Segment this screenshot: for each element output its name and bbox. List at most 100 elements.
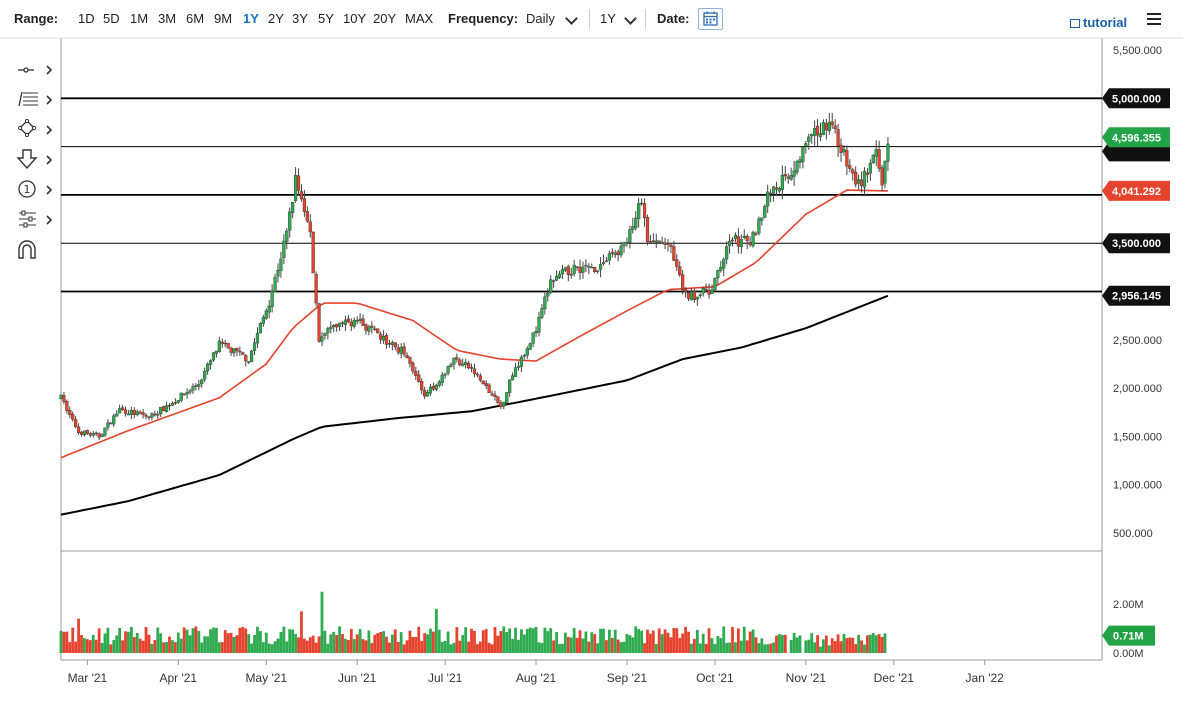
- candle: [250, 349, 254, 363]
- range-button-2y[interactable]: 2Y: [268, 11, 284, 26]
- volume-bar: [634, 626, 638, 653]
- crosshair-tool-icon[interactable]: [14, 58, 58, 82]
- candle-body: [557, 273, 562, 278]
- volume-bar: [581, 638, 585, 653]
- volume-bar: [141, 640, 145, 653]
- candle-body: [167, 405, 172, 407]
- candle: [106, 419, 110, 431]
- volume-bar: [176, 632, 180, 653]
- range-button-3m[interactable]: 3M: [158, 11, 177, 26]
- frequency-select[interactable]: Daily: [526, 11, 555, 26]
- candle: [100, 433, 104, 438]
- range-button-max[interactable]: MAX: [405, 11, 434, 26]
- range-button-20y[interactable]: 20Y: [373, 11, 397, 26]
- volume-bar: [426, 634, 429, 653]
- range-button-6m[interactable]: 6M: [186, 11, 205, 26]
- range-button-5d[interactable]: 5D: [103, 11, 120, 26]
- candle-body: [593, 266, 597, 272]
- volume-bar: [135, 633, 139, 653]
- candle-body: [279, 258, 283, 271]
- candle-body: [751, 231, 755, 247]
- shape-tool-icon[interactable]: [14, 118, 58, 142]
- arrow-down-tool-icon[interactable]: [14, 148, 58, 172]
- fibonacci-tool-icon[interactable]: [14, 88, 58, 112]
- candle-body: [572, 264, 576, 274]
- calendar-icon[interactable]: [698, 8, 723, 30]
- range-button-1m[interactable]: 1M: [130, 11, 149, 26]
- volume-bar: [517, 639, 520, 653]
- candle-body: [475, 373, 479, 376]
- candle-body: [261, 317, 265, 324]
- candle-body: [769, 192, 773, 195]
- volume-bar: [291, 629, 295, 653]
- magnet-tool-icon[interactable]: [14, 238, 58, 262]
- candle: [299, 184, 304, 202]
- candle-body: [713, 278, 717, 291]
- range-button-3y[interactable]: 3Y: [292, 11, 308, 26]
- candle-body: [534, 331, 538, 334]
- candle-body: [883, 160, 887, 184]
- hamburger-menu-icon[interactable]: [1147, 13, 1161, 28]
- range-button-10y[interactable]: 10Y: [343, 11, 367, 26]
- tutorial-link[interactable]: tutorial: [1070, 15, 1127, 30]
- x-tick-label: Nov '21: [786, 671, 827, 685]
- tutorial-label: tutorial: [1083, 15, 1128, 30]
- candle: [771, 186, 776, 202]
- range-button-5y[interactable]: 5Y: [318, 11, 334, 26]
- ma50-line: [60, 189, 888, 459]
- candle: [695, 296, 699, 307]
- candle: [420, 378, 424, 395]
- candle-body: [631, 226, 635, 230]
- volume-bar: [223, 630, 227, 653]
- counter-tool-icon[interactable]: 1: [14, 178, 58, 202]
- volume-bar: [329, 634, 333, 653]
- frequency-label: Frequency:: [448, 11, 519, 26]
- volume-bar: [232, 636, 236, 653]
- candle: [678, 261, 682, 277]
- candle: [305, 206, 309, 223]
- candle-body: [783, 174, 787, 177]
- candle-body: [727, 240, 732, 246]
- volume-bar: [505, 632, 509, 653]
- candle: [666, 239, 670, 252]
- candle: [200, 378, 204, 388]
- candle-body: [877, 149, 881, 169]
- candle: [546, 288, 550, 302]
- candle: [704, 283, 708, 293]
- film-icon: [1070, 19, 1080, 28]
- candle: [581, 261, 585, 279]
- volume-bar: [341, 633, 344, 653]
- range-button-1d[interactable]: 1D: [78, 11, 95, 26]
- candle: [285, 228, 289, 250]
- candle-body: [742, 235, 746, 238]
- date-label: Date:: [657, 11, 690, 26]
- range-button-9m[interactable]: 9M: [214, 11, 233, 26]
- volume-bar: [118, 627, 122, 653]
- candle-body: [162, 406, 166, 412]
- candle-body: [335, 323, 339, 328]
- candle-body: [182, 393, 186, 396]
- candle: [214, 350, 219, 358]
- candle-body: [120, 407, 125, 410]
- range-button-1y[interactable]: 1Y: [243, 11, 259, 26]
- studies-tool-icon[interactable]: [14, 208, 58, 232]
- volume-bar: [748, 631, 752, 653]
- volume-bar: [352, 639, 356, 653]
- candle: [827, 112, 831, 135]
- volume-bar: [244, 628, 248, 653]
- volume-bar: [106, 627, 110, 653]
- candle-body: [138, 411, 142, 414]
- volume-bar: [760, 638, 764, 653]
- candle: [845, 145, 849, 175]
- volume-bar: [458, 640, 462, 653]
- badge-text: 3,500.000: [1112, 238, 1161, 250]
- candle-body: [795, 161, 799, 173]
- candle: [65, 399, 69, 414]
- candle-body: [311, 232, 315, 274]
- volume-bar: [300, 611, 303, 653]
- period-select[interactable]: 1Y: [600, 11, 616, 26]
- volume-bar: [335, 634, 339, 653]
- volume-bar: [74, 641, 78, 653]
- volume-bar: [264, 632, 268, 653]
